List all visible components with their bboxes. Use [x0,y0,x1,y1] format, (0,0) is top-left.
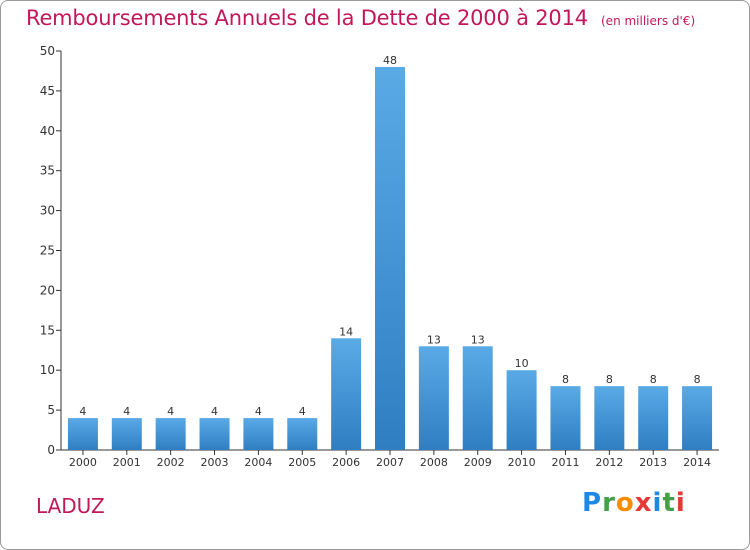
chart-title-block: Remboursements Annuels de la Dette de 20… [26,6,695,30]
bar-2007 [375,66,405,451]
bar-2013 [638,386,669,450]
data-label-2014: 8 [694,373,701,386]
y-tick-label: 20 [40,283,55,297]
x-tick-label: 2004 [244,456,272,469]
bar-2002 [155,418,186,450]
logo-letter: P [582,488,603,518]
data-label-2008: 13 [427,333,441,346]
bar-2003 [199,418,230,450]
x-tick-label: 2008 [420,456,448,469]
y-tick-label: 25 [40,244,55,258]
y-tick-label: 35 [40,164,55,178]
x-tick-label: 2010 [508,456,536,469]
logo-letter: o [615,488,635,518]
bar-2006 [331,338,362,450]
y-tick-label: 5 [47,403,55,417]
y-tick-label: 30 [40,204,55,218]
bar-2004 [243,418,274,450]
x-tick-label: 2002 [157,456,185,469]
bar-2008 [418,346,449,450]
bar-2001 [111,418,142,450]
data-label-2007: 48 [383,54,397,67]
x-tick-label: 2006 [332,456,360,469]
data-label-2009: 13 [471,333,485,346]
logo-letter: x [634,488,653,518]
bar-2010 [506,370,537,450]
data-label-2002: 4 [167,405,174,418]
y-tick-label: 40 [40,124,55,138]
bar-2005 [287,418,318,450]
logo-letter: r [602,488,616,518]
data-label-2000: 4 [79,405,86,418]
data-label-2005: 4 [299,405,306,418]
data-label-2011: 8 [562,373,569,386]
data-label-2006: 14 [339,325,353,338]
y-tick-label: 0 [47,443,55,457]
y-tick-label: 15 [40,323,55,337]
x-tick-label: 2001 [113,456,141,469]
logo-letter: t [662,488,676,518]
x-tick-label: 2011 [551,456,579,469]
data-label-2012: 8 [606,373,613,386]
bar-2011 [550,386,581,450]
y-axis: 0 5 10 15 20 25 30 35 40 45 50 [40,44,62,457]
y-tick-label: 10 [40,363,55,377]
chart-subtitle: (en milliers d'€) [601,14,696,28]
x-tick-label: 2003 [201,456,229,469]
y-tick-label: 50 [40,44,55,58]
x-axis: 2000 2001 2002 2003 2004 2005 2006 2007 2008 2009… [61,449,719,469]
data-label-2003: 4 [211,405,218,418]
x-tick-label: 2000 [69,456,97,469]
bar-2014 [682,386,713,450]
bar-2009 [462,346,493,450]
proxiti-logo[interactable]: Proxiti [582,488,686,518]
bars [67,66,713,451]
data-label-2004: 4 [255,405,262,418]
x-tick-label: 2007 [376,456,404,469]
data-label-2010: 10 [515,357,529,370]
logo-letter: i [675,488,686,518]
x-tick-label: 2014 [683,456,711,469]
bar-2000 [67,418,98,450]
bar-2012 [594,386,625,450]
x-tick-label: 2009 [464,456,492,469]
logo-letter: i [652,488,663,518]
commune-name: LADUZ [36,494,105,518]
data-label-2013: 8 [650,373,657,386]
x-tick-label: 2013 [639,456,667,469]
x-tick-label: 2012 [595,456,623,469]
data-labels: 4 4 4 4 4 4 14 48 13 13 10 8 8 8 8 [79,54,700,418]
data-label-2001: 4 [123,405,130,418]
y-tick-label: 45 [40,84,55,98]
chart-title: Remboursements Annuels de la Dette de 20… [26,6,588,30]
x-tick-label: 2005 [288,456,316,469]
